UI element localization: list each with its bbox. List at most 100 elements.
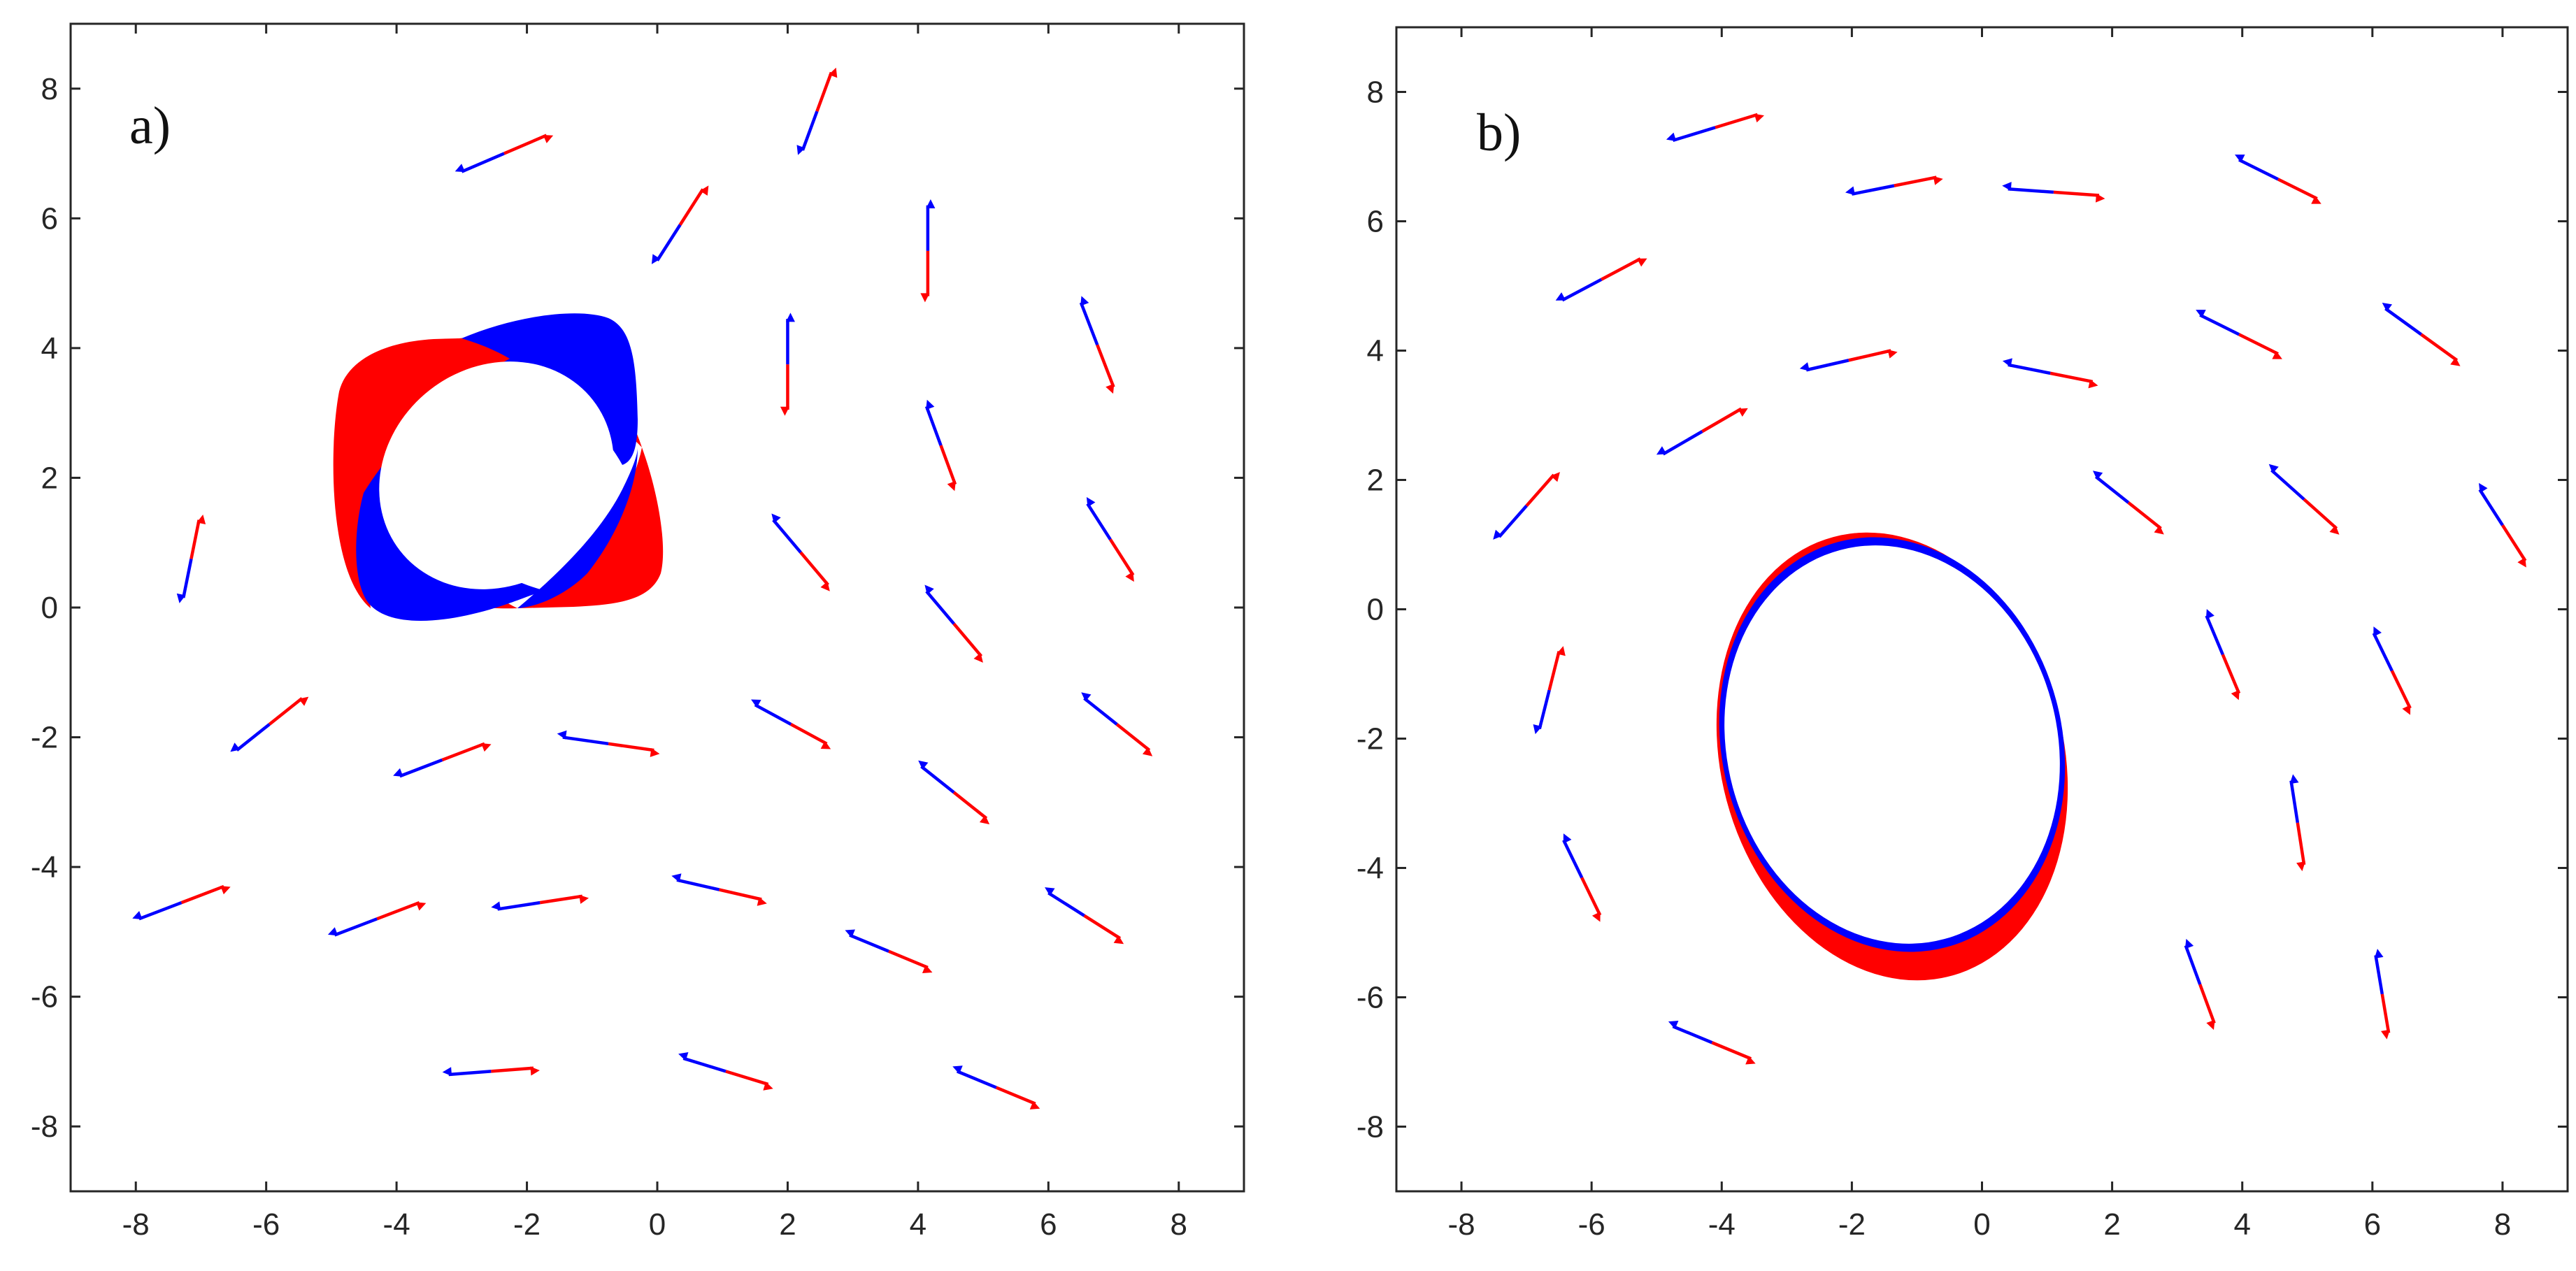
panel-a-arrow	[678, 1052, 773, 1091]
panel-a-x-tick-label: 8	[1171, 1207, 1187, 1242]
panel-b-y-tick-label: 2	[1367, 464, 1384, 498]
panel-b-arrow-blue	[1562, 833, 1584, 879]
panel-a-arrow-blue	[327, 917, 378, 937]
panel-b-arrow-red	[1525, 472, 1560, 507]
panel-b-ticks: -8 -6 -4 -2 0 2 4 6 8 -8 -6 -4 -2 0 2 4 6 8	[1357, 27, 2568, 1242]
panel-a-arrow-red	[1108, 538, 1135, 582]
panel-b-arrow-blue	[1799, 359, 1849, 372]
panel-a-arrow-blue	[455, 152, 505, 173]
panel-a-arrow-red	[888, 949, 933, 973]
panel-b-arrow-blue	[2184, 938, 2202, 985]
panel-a-arrow-blue	[651, 224, 682, 264]
panel-b-arrow-red	[2296, 822, 2306, 872]
panel-b-arrow-blue	[1493, 505, 1528, 540]
panel-a-arrow-red	[1083, 914, 1124, 945]
panel-b-y-tick-label: 0	[1367, 593, 1384, 627]
panel-a-x-tick-label: 4	[910, 1207, 926, 1242]
panel-b-arrow	[2289, 774, 2306, 872]
panel-a-arrow	[924, 399, 957, 491]
panel-a-arrow-red	[815, 67, 838, 113]
panel-b-arrow	[2184, 938, 2216, 1031]
panel-a-inclusion-shape	[333, 313, 664, 621]
panel-a-arrow-red	[995, 1086, 1040, 1110]
panel-b-arrow	[1533, 646, 1566, 735]
panel-a-arrow-blue	[924, 584, 955, 625]
panel-a-arrow-blue	[771, 513, 802, 554]
panel-a-x-tick-label: 2	[779, 1207, 796, 1242]
panel-b-arrow	[1562, 833, 1602, 922]
panel-b-arrow-red	[1547, 646, 1566, 691]
panel-b-x-tick-label: 6	[2364, 1207, 2381, 1242]
panel-b-arrow-red	[1715, 113, 1764, 129]
panel-b-y-tick-label: -6	[1357, 981, 1384, 1015]
panel-b-arrow-red	[1894, 175, 1943, 187]
panel-b-arrow	[2235, 155, 2321, 204]
panel-a-arrow	[176, 514, 206, 603]
panel-b-inclusion-shape	[1716, 532, 2068, 981]
panel-b-arrow-blue	[2002, 358, 2051, 375]
panel-a-arrow-blue	[751, 699, 792, 726]
panel-a-arrow	[132, 884, 231, 921]
panel-a-arrow-red	[790, 723, 831, 749]
panel-b-arrow-blue	[2002, 182, 2054, 194]
panel-a-arrow-blue	[952, 1065, 997, 1089]
panel-a-arrow	[751, 699, 831, 749]
panel-b-x-tick-label: 2	[2103, 1207, 2120, 1242]
panel-a-y-tick-label: -2	[31, 721, 58, 755]
panel-b-y-tick-label: 6	[1367, 205, 1384, 239]
panel-a-arrow-blue	[230, 723, 271, 752]
panel-a-arrow-blue	[491, 900, 541, 911]
panel-a-x-tick-label: 0	[649, 1207, 666, 1242]
panel-a-arrow-blue	[678, 1052, 727, 1073]
panel-a: -8 -6 -4 -2 0 2 4 6 8 -8 -6 -4 -2 0 2 4 6 8 a)	[31, 22, 1245, 1242]
panel-a-arrow-blue	[393, 758, 443, 778]
panel-a-arrow-blue	[557, 730, 609, 746]
panel-a-arrow-red	[678, 185, 709, 226]
panel-b-arrow-red	[2277, 178, 2321, 204]
panel-b-arrow-blue	[2372, 626, 2393, 672]
panel-b-y-tick-label: -4	[1357, 852, 1384, 886]
panel-a-arrows	[132, 67, 1153, 1110]
panel-b-arrow-red	[1580, 877, 1602, 922]
panel-b-arrow	[2092, 471, 2164, 535]
panel-a-arrow-red	[1115, 723, 1153, 756]
panel-b-arrow-blue	[1656, 430, 1703, 456]
panel-a-arrow-red	[441, 742, 492, 762]
panel-b-arrow-blue	[2382, 303, 2422, 336]
panel-a-axes-box	[69, 22, 1245, 1193]
panel-a-arrow-red	[952, 622, 983, 663]
panel-a-y-tick-label: -8	[31, 1110, 58, 1144]
panel-b-arrow-red	[1701, 407, 1748, 433]
panel-b-arrow-red	[1711, 1041, 1756, 1065]
panel-b-arrows	[1493, 113, 2527, 1065]
panel-b-arrow	[1666, 113, 1764, 143]
panel-a-label: a)	[129, 96, 171, 155]
panel-a-arrow-red	[180, 884, 231, 905]
panel-a-arrow-blue	[1079, 296, 1099, 346]
panel-a-arrow	[393, 742, 492, 778]
panel-b-arrow	[1656, 407, 1748, 456]
panel-a-arrow-blue	[796, 110, 819, 155]
panel-b-arrow-red	[2053, 190, 2105, 203]
panel-b-arrow-red	[2198, 984, 2216, 1031]
panel-b-arrow-red	[2501, 524, 2527, 568]
panel-b-shape-hole	[1724, 545, 2060, 944]
panel-a-arrow-blue	[1081, 692, 1118, 726]
panel-b-x-tick-label: 8	[2494, 1207, 2511, 1242]
panel-b-arrow-blue	[2235, 155, 2279, 181]
panel-b-arrow-red	[2380, 993, 2391, 1040]
panel-b-arrow-blue	[2092, 471, 2130, 504]
panel-a-x-tick-label: -4	[383, 1207, 410, 1242]
panel-a-arrow-red	[491, 1066, 540, 1076]
panel-a-arrow-red	[268, 696, 309, 726]
panel-b-arrow-red	[2127, 501, 2164, 535]
panel-a-arrow	[1081, 692, 1153, 756]
panel-b-x-tick-label: -4	[1708, 1207, 1736, 1242]
panel-b-x-tick-label: -8	[1447, 1207, 1475, 1242]
panel-b-arrow-red	[2303, 498, 2340, 535]
panel-a-arrow	[918, 760, 990, 825]
panel-a-x-tick-label: -6	[252, 1207, 280, 1242]
panel-a-arrow-blue	[671, 873, 720, 891]
panel-b-arrow-red	[2420, 333, 2461, 366]
panel-a-arrow	[1079, 296, 1115, 394]
